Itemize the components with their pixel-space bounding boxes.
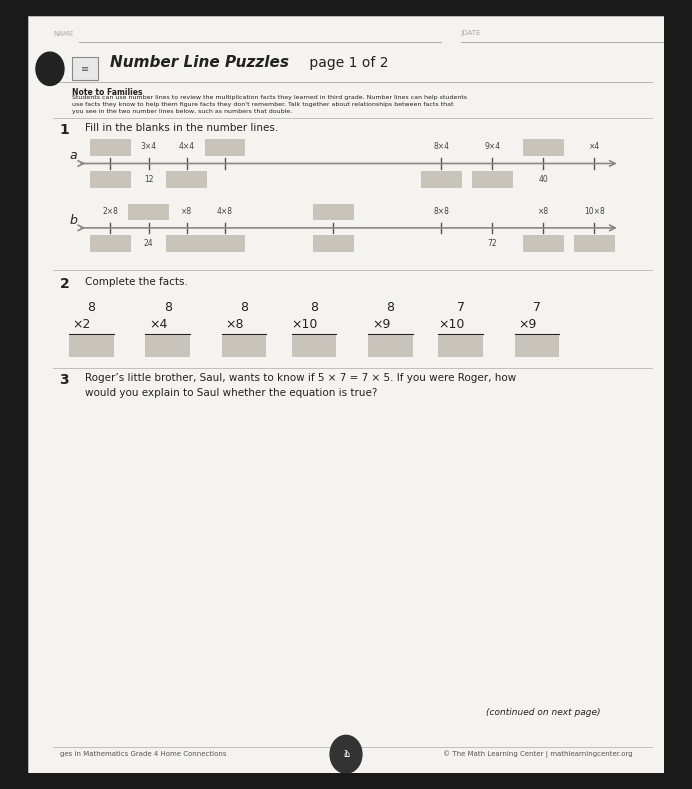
Bar xyxy=(368,335,413,357)
Text: Roger’s little brother, Saul, wants to know if 5 × 7 = 7 × 5. If you were Roger,: Roger’s little brother, Saul, wants to k… xyxy=(85,373,516,398)
Text: ×8: ×8 xyxy=(181,207,192,215)
Text: 7: 7 xyxy=(533,301,541,314)
Text: 8×4: 8×4 xyxy=(433,142,450,151)
Text: ×9: ×9 xyxy=(518,318,536,331)
Text: 3: 3 xyxy=(60,373,69,387)
Text: 4×4: 4×4 xyxy=(179,142,195,151)
Text: ×4: ×4 xyxy=(149,318,167,331)
Bar xyxy=(205,235,246,252)
Text: 1: 1 xyxy=(60,123,69,137)
Text: 7: 7 xyxy=(457,301,464,314)
Text: ×8: ×8 xyxy=(226,318,244,331)
Text: (continued on next page): (continued on next page) xyxy=(486,708,601,717)
Text: a: a xyxy=(69,149,77,163)
Text: Number Line Puzzles: Number Line Puzzles xyxy=(111,55,289,70)
Bar xyxy=(292,335,336,357)
Text: 2: 2 xyxy=(60,277,69,291)
Text: Complete the facts.: Complete the facts. xyxy=(85,277,188,287)
Text: Fill in the blanks in the number lines.: Fill in the blanks in the number lines. xyxy=(85,123,278,133)
Bar xyxy=(167,235,207,252)
Bar xyxy=(90,171,131,188)
Text: © The Math Learning Center | mathlearningcenter.org: © The Math Learning Center | mathlearnin… xyxy=(443,750,632,758)
Text: page 1 of 2: page 1 of 2 xyxy=(304,56,388,69)
Text: b: b xyxy=(69,214,77,226)
Bar xyxy=(90,139,131,156)
Bar xyxy=(472,171,513,188)
Bar xyxy=(72,58,98,80)
Text: 8: 8 xyxy=(240,301,248,314)
Bar xyxy=(145,335,190,357)
Text: ×10: ×10 xyxy=(291,318,318,331)
Circle shape xyxy=(36,52,64,85)
Text: 8: 8 xyxy=(87,301,95,314)
Text: ×9: ×9 xyxy=(372,318,390,331)
Circle shape xyxy=(330,735,362,773)
Text: 40: 40 xyxy=(538,175,548,184)
Text: ×2: ×2 xyxy=(73,318,91,331)
Bar xyxy=(205,139,246,156)
Text: |DATE: |DATE xyxy=(461,30,481,37)
Bar xyxy=(515,335,559,357)
Polygon shape xyxy=(28,16,664,773)
Text: ×4: ×4 xyxy=(589,142,600,151)
Bar xyxy=(222,335,266,357)
Text: 4×8: 4×8 xyxy=(217,207,233,215)
Text: 8: 8 xyxy=(164,301,172,314)
Bar xyxy=(167,171,207,188)
Text: ges in Mathematics Grade 4 Home Connections: ges in Mathematics Grade 4 Home Connecti… xyxy=(60,751,226,757)
Text: 8: 8 xyxy=(387,301,394,314)
Text: 1: 1 xyxy=(344,750,348,759)
Bar xyxy=(523,235,564,252)
Text: 12: 12 xyxy=(144,175,154,184)
Text: 8: 8 xyxy=(310,301,318,314)
Bar xyxy=(69,335,113,357)
Text: 24: 24 xyxy=(144,239,154,249)
Bar xyxy=(128,204,169,220)
Text: ×10: ×10 xyxy=(438,318,464,331)
Text: ⌂: ⌂ xyxy=(343,750,349,759)
Text: ×8: ×8 xyxy=(538,207,549,215)
Bar xyxy=(523,139,564,156)
Bar xyxy=(421,171,462,188)
Bar xyxy=(313,204,354,220)
Text: Note to Families: Note to Families xyxy=(72,88,143,97)
Text: 2×8: 2×8 xyxy=(102,207,118,215)
Text: 3×4: 3×4 xyxy=(140,142,156,151)
Text: NAME: NAME xyxy=(53,31,73,37)
Text: Students can use number lines to review the multiplication facts they learned in: Students can use number lines to review … xyxy=(72,95,467,114)
Bar xyxy=(313,235,354,252)
Bar xyxy=(90,235,131,252)
Text: 10×8: 10×8 xyxy=(584,207,605,215)
Text: 9×4: 9×4 xyxy=(484,142,500,151)
Bar xyxy=(438,335,483,357)
Text: 72: 72 xyxy=(488,239,498,249)
Text: ≡: ≡ xyxy=(81,64,89,74)
Bar xyxy=(574,235,614,252)
Text: 8×8: 8×8 xyxy=(434,207,449,215)
